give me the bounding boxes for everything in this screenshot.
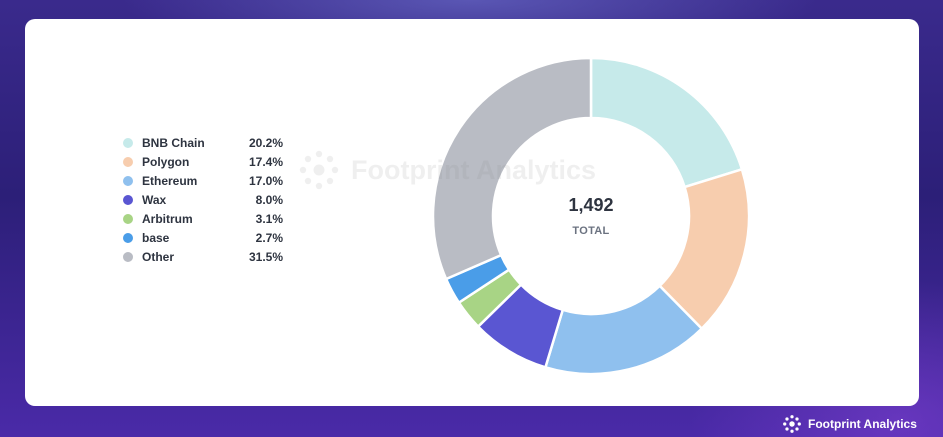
legend-item[interactable]: Polygon 17.4% xyxy=(123,152,283,171)
legend-item[interactable]: Arbitrum 3.1% xyxy=(123,209,283,228)
legend-item[interactable]: BNB Chain 20.2% xyxy=(123,133,283,152)
legend-percent: 20.2% xyxy=(248,135,283,150)
legend-label: Wax xyxy=(142,192,167,207)
legend-swatch xyxy=(123,213,133,224)
footprint-logo-icon xyxy=(783,415,801,433)
footprint-logo-icon xyxy=(299,150,339,190)
legend-item[interactable]: Ethereum 17.0% xyxy=(123,171,283,190)
legend-label: base xyxy=(142,230,170,245)
legend-label: BNB Chain xyxy=(142,135,205,150)
legend-item[interactable]: base 2.7% xyxy=(123,228,283,247)
donut-total-value: 1,492 xyxy=(568,195,614,215)
legend-swatch xyxy=(123,137,133,148)
footprint-branding: Footprint Analytics xyxy=(782,413,917,435)
legend-label: Ethereum xyxy=(142,173,198,188)
legend-swatch xyxy=(123,251,133,262)
watermark: Footprint Analytics xyxy=(297,145,697,195)
donut-total-label: TOTAL xyxy=(572,225,610,237)
legend-percent: 17.4% xyxy=(248,154,283,169)
branding-text: Footprint Analytics xyxy=(808,417,917,431)
legend-percent: 31.5% xyxy=(248,249,283,264)
legend-label: Arbitrum xyxy=(142,211,193,226)
legend-swatch xyxy=(123,232,133,243)
legend-swatch xyxy=(123,194,133,205)
donut-slice[interactable] xyxy=(431,56,593,281)
legend-label: Polygon xyxy=(142,154,190,169)
watermark-text: Footprint Analytics xyxy=(351,154,597,185)
legend-item[interactable]: Other 31.5% xyxy=(123,247,283,266)
legend-swatch xyxy=(123,156,133,167)
legend-percent: 17.0% xyxy=(248,173,283,188)
legend-percent: 3.1% xyxy=(255,211,283,226)
legend-percent: 8.0% xyxy=(255,192,283,207)
chart-legend: BNB Chain 20.2% Polygon 17.4% Ethereum 17.0% W… xyxy=(123,133,283,266)
legend-item[interactable]: Wax 8.0% xyxy=(123,190,283,209)
legend-label: Other xyxy=(142,249,175,264)
legend-swatch xyxy=(123,175,133,186)
legend-percent: 2.7% xyxy=(255,230,283,245)
